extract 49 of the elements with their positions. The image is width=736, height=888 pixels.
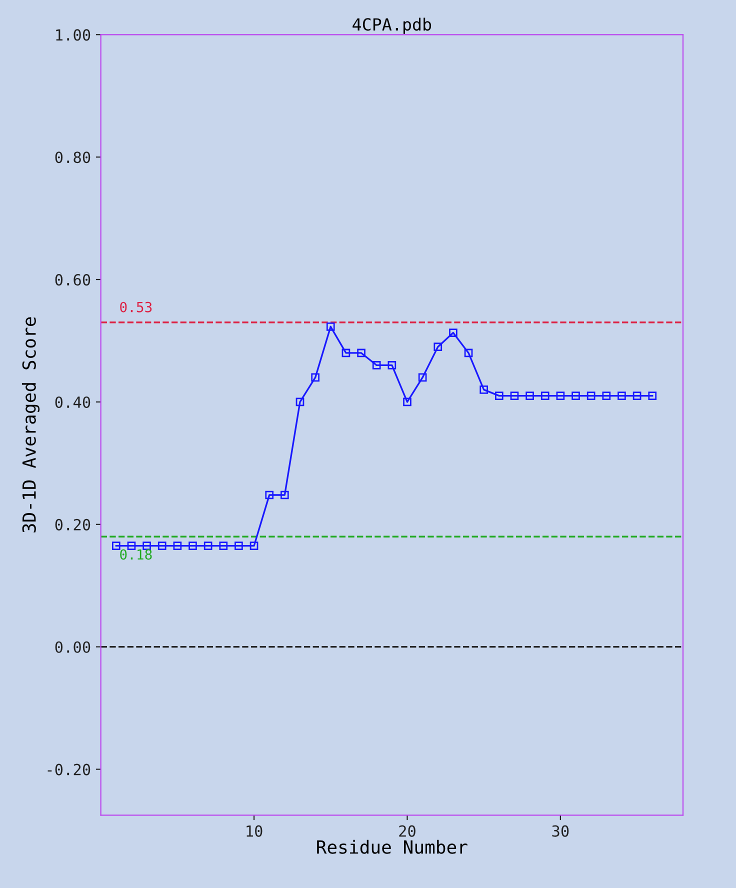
x-tick-label: 10 (246, 825, 262, 837)
point (204, 542, 212, 550)
point (494, 392, 504, 400)
point (618, 392, 626, 400)
point (265, 490, 274, 500)
point (480, 386, 488, 394)
point (526, 392, 534, 400)
y-tick-label: 0.20 (55, 518, 90, 530)
point (188, 542, 197, 550)
y-tick-label: 1.00 (56, 29, 90, 41)
point (449, 328, 458, 337)
point (234, 542, 243, 550)
y-tick-label: 0.40 (55, 396, 90, 408)
point (403, 398, 412, 406)
x-tick-label: 30 (552, 825, 569, 837)
point (648, 392, 657, 400)
point (311, 373, 320, 382)
x-axis-title: Residue Number (317, 840, 468, 854)
point (372, 361, 381, 370)
point (219, 542, 228, 550)
point (388, 361, 396, 370)
point (173, 542, 182, 550)
y-axis-title: 3D-1D Averaged Score (22, 317, 40, 532)
point (418, 373, 427, 382)
point (342, 348, 350, 358)
point (586, 392, 596, 400)
x-tick-label: 20 (399, 825, 416, 837)
point (326, 322, 335, 331)
point (434, 342, 442, 352)
point (602, 392, 611, 400)
point (632, 392, 642, 400)
point (112, 542, 120, 550)
ref-line-label: 0.53 (120, 302, 152, 312)
chart-title: 4CPA.pdb (352, 18, 432, 34)
y-tick-label: 0.80 (55, 152, 90, 164)
point (296, 398, 304, 406)
y-tick-label: -0.20 (48, 764, 90, 776)
point (357, 348, 366, 358)
point (540, 392, 550, 400)
point (158, 542, 166, 550)
point (250, 542, 258, 550)
y-tick-label: 0.60 (55, 274, 90, 286)
ref-line-label: 0.18 (120, 549, 152, 560)
point (556, 392, 565, 400)
point (572, 392, 580, 400)
point (510, 392, 519, 400)
y-tick-label: 0.00 (55, 641, 90, 653)
point (464, 348, 473, 358)
point (280, 490, 289, 500)
